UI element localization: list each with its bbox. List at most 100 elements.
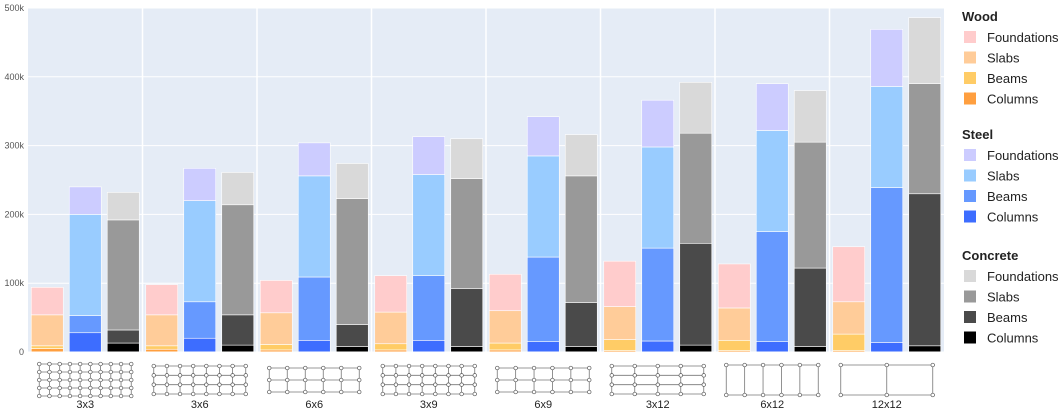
bar-wood-slabs: [145, 314, 179, 347]
legend-swatch[interactable]: [964, 72, 976, 84]
bar-steel-beams: [412, 275, 446, 341]
bar-concrete-columns: [908, 345, 942, 353]
bar-steel-beams: [641, 247, 675, 342]
bar-wood-foundations: [717, 263, 751, 309]
legend-label[interactable]: Foundations: [987, 30, 1059, 45]
legend-label[interactable]: Beams: [987, 310, 1028, 325]
bar-steel-columns: [755, 341, 789, 353]
bar-wood-slabs: [259, 312, 293, 345]
x-tick-label: 6x12: [760, 399, 784, 411]
legend-label[interactable]: Columns: [987, 331, 1039, 346]
bar-concrete-foundations: [793, 90, 827, 143]
legend-swatch[interactable]: [964, 210, 976, 223]
bar-concrete-foundations: [679, 82, 713, 134]
y-tick-label: 0: [19, 347, 24, 357]
grid-schematic-3x12: [609, 363, 706, 397]
legend-swatch[interactable]: [964, 311, 976, 323]
bar-steel-slabs: [755, 130, 789, 232]
legend-label[interactable]: Slabs: [987, 169, 1020, 184]
legend-label[interactable]: Foundations: [987, 269, 1059, 284]
bar-concrete-beams: [450, 288, 484, 347]
bar-concrete-columns: [564, 346, 598, 353]
plot-area: 0 100k 200k 300k 400k 500k: [4, 3, 944, 357]
category-labels: 3x3 3x6 6x6 3x9 6x9 3x12 6x12 12x12: [76, 399, 901, 411]
bar-steel-columns: [68, 332, 102, 353]
bar-concrete-foundations: [335, 163, 369, 199]
bar-concrete-beams: [679, 242, 713, 346]
legend-swatch[interactable]: [964, 51, 976, 64]
bar-concrete-beams: [335, 324, 369, 347]
bar-concrete-beams: [908, 193, 942, 347]
legend-swatch[interactable]: [964, 331, 976, 344]
legend-swatch[interactable]: [964, 290, 976, 303]
bar-concrete-slabs: [450, 178, 484, 290]
bar-steel-foundations: [526, 116, 560, 157]
bar-concrete-slabs: [564, 175, 598, 303]
legend-label[interactable]: Beams: [987, 71, 1028, 86]
bar-steel-columns: [412, 340, 446, 353]
legend-label[interactable]: Beams: [987, 189, 1028, 204]
bar-steel-foundations: [870, 29, 904, 87]
bar-concrete-foundations: [564, 134, 598, 177]
bar-wood-foundations: [145, 284, 179, 316]
bar-steel-columns: [870, 342, 904, 353]
legend-swatch[interactable]: [964, 190, 976, 202]
legend-swatch[interactable]: [964, 149, 976, 161]
bar-concrete-columns: [679, 344, 713, 353]
legend-swatch[interactable]: [964, 31, 976, 43]
bar-wood-foundations: [488, 273, 522, 312]
bar-wood-beams: [488, 342, 522, 351]
legend-label[interactable]: Columns: [987, 210, 1039, 225]
grid-schematic-6x6: [267, 365, 362, 395]
bar-concrete-beams: [564, 302, 598, 347]
y-tick-label: 500k: [4, 3, 24, 13]
bar-steel-beams: [870, 187, 904, 343]
bar-wood-slabs: [30, 314, 64, 347]
bar-wood-beams: [374, 343, 408, 351]
bar-concrete-columns: [106, 342, 140, 353]
bar-concrete-slabs: [335, 198, 369, 325]
bar-wood-slabs: [717, 307, 751, 341]
bar-steel-foundations: [297, 142, 331, 177]
legend-group-title: Wood: [962, 9, 998, 24]
bar-concrete-slabs: [679, 132, 713, 244]
legend-swatch[interactable]: [964, 92, 976, 105]
legend-label[interactable]: Slabs: [987, 290, 1020, 305]
x-tick-label: 3x12: [646, 399, 670, 411]
bar-steel-columns: [183, 337, 217, 353]
grid-schematic-3x9: [380, 363, 477, 397]
bar-steel-columns: [526, 341, 560, 353]
bar-wood-beams: [717, 340, 751, 351]
bar-steel-beams: [297, 276, 331, 341]
bar-concrete-slabs: [793, 141, 827, 269]
bar-concrete-columns: [335, 346, 369, 353]
legend-group-title: Steel: [962, 127, 993, 142]
x-tick-label: 3x9: [420, 399, 438, 411]
legend-swatch[interactable]: [964, 270, 976, 282]
bar-wood-beams: [832, 333, 866, 351]
bar-steel-slabs: [526, 155, 560, 258]
x-tick-label: 6x6: [305, 399, 323, 411]
bar-wood-beams: [30, 345, 64, 349]
legend-label[interactable]: Foundations: [987, 148, 1059, 163]
grid-schematics: [37, 361, 935, 399]
bar-concrete-columns: [793, 346, 827, 353]
bar-concrete-slabs: [908, 83, 942, 195]
bar-steel-slabs: [68, 214, 102, 316]
x-tick-label: 3x3: [76, 399, 94, 411]
bar-steel-beams: [526, 256, 560, 342]
grid-schematic-3x3: [37, 361, 134, 399]
bar-concrete-foundations: [908, 17, 942, 84]
bar-steel-slabs: [641, 146, 675, 249]
bar-wood-slabs: [603, 306, 637, 340]
bar-steel-foundations: [68, 186, 102, 215]
bar-concrete-beams: [221, 314, 255, 346]
bar-concrete-foundations: [106, 192, 140, 221]
bar-steel-slabs: [870, 86, 904, 188]
bar-wood-beams: [145, 345, 179, 350]
legend-swatch[interactable]: [964, 169, 976, 182]
legend-label[interactable]: Columns: [987, 92, 1039, 107]
bar-concrete-foundations: [450, 138, 484, 179]
legend-label[interactable]: Slabs: [987, 51, 1020, 66]
